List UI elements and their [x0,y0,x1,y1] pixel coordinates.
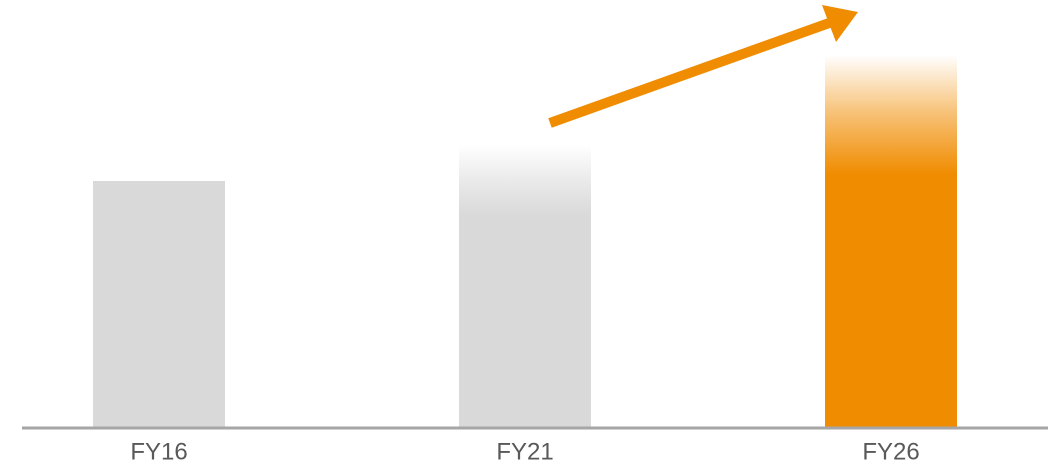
x-tick-label: FY21 [496,438,553,465]
trend-arrow [548,5,858,128]
bar [825,55,957,428]
arrow-shaft [548,17,834,128]
x-tick-label: FY26 [862,438,919,465]
x-tick-label: FY16 [130,438,187,465]
bar [93,181,225,428]
arrow-head [822,5,858,42]
bar [459,145,591,428]
